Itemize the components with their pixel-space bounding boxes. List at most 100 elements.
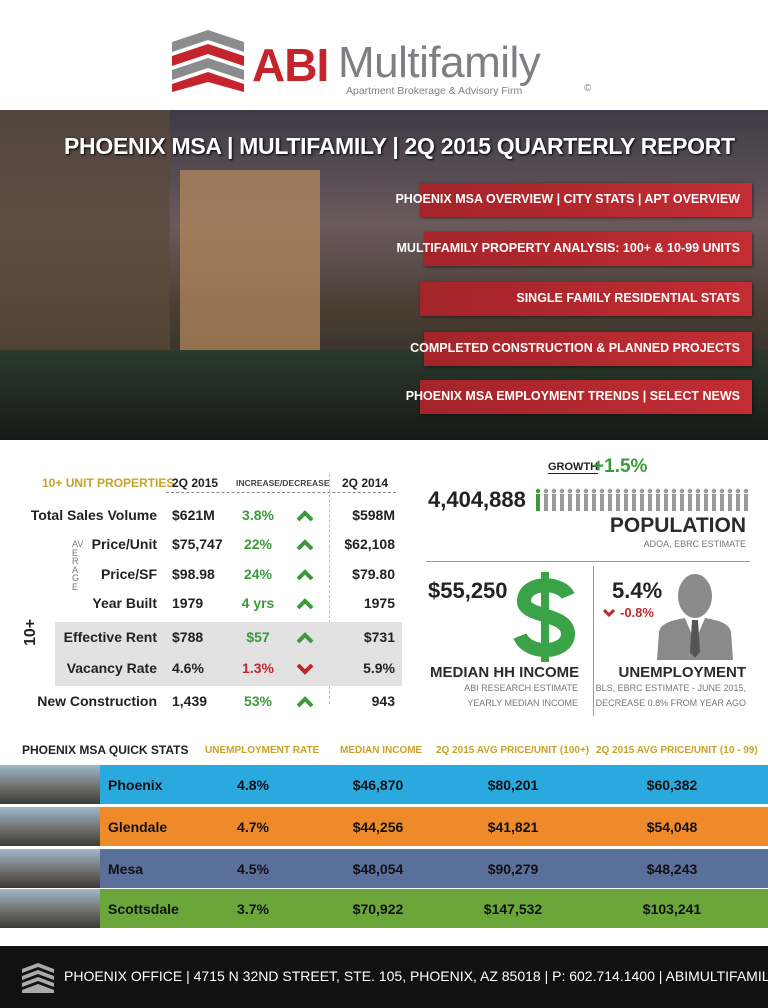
stat-value: $70,922 <box>352 901 404 917</box>
header-rule <box>329 474 330 704</box>
stat-value: $46,870 <box>352 777 404 793</box>
banner <box>424 332 752 366</box>
stat-value: 3.7% <box>237 901 269 917</box>
current-value: $621M <box>172 507 215 523</box>
person <box>575 488 581 511</box>
person <box>535 488 541 511</box>
body <box>536 494 540 511</box>
building <box>180 170 320 360</box>
person <box>607 488 613 511</box>
row-band <box>0 849 768 888</box>
average-label: AVERAGE <box>72 539 84 592</box>
footer-text: PHOENIX OFFICE | 4715 N 32ND STREET, STE… <box>64 968 768 984</box>
body <box>688 494 692 511</box>
banner <box>420 282 752 316</box>
person <box>599 488 605 511</box>
previous-value: $62,108 <box>344 536 395 552</box>
logo-text: ABI <box>252 39 329 91</box>
up-arrow <box>296 510 314 522</box>
body <box>704 494 708 511</box>
body <box>728 494 732 511</box>
person <box>735 488 741 511</box>
growth-label: GROWTH <box>548 461 599 474</box>
stat-value: $44,256 <box>352 819 404 835</box>
chevron <box>296 598 314 610</box>
person <box>727 488 733 511</box>
city-name: Phoenix <box>108 777 163 793</box>
stat-value: $41,821 <box>487 819 539 835</box>
banner-text: COMPLETED CONSTRUCTION & PLANNED PROJECT… <box>410 341 740 355</box>
up-arrow <box>296 539 314 551</box>
shade <box>55 622 402 686</box>
person <box>743 488 749 511</box>
head <box>599 488 605 494</box>
change-value: 22% <box>243 536 273 552</box>
city-name: Glendale <box>108 819 168 835</box>
stat-value: $54,048 <box>646 819 698 835</box>
change-value: $57 <box>246 629 270 645</box>
body <box>640 494 644 511</box>
current-value: $98.98 <box>172 566 215 582</box>
copyright: © <box>584 83 592 94</box>
current-value: $75,747 <box>172 536 223 552</box>
previous-value: $731 <box>363 629 395 645</box>
current-value: $788 <box>172 629 204 645</box>
row-band <box>0 807 768 846</box>
tagline: Apartment Brokerage & Advisory Firm <box>346 85 523 97</box>
body <box>576 494 580 511</box>
stat-value: $48,243 <box>646 861 698 877</box>
person <box>615 488 621 511</box>
head <box>695 488 701 494</box>
head <box>607 488 613 494</box>
column-header: 2Q 2015 AVG PRICE/UNIT (10 - 99) <box>596 745 758 756</box>
previous-value: 1975 <box>363 595 395 611</box>
unemployment-label: UNEMPLOYMENT <box>618 664 747 681</box>
section-title: PHOENIX MSA QUICK STATS <box>22 743 189 757</box>
person-icon <box>657 574 733 660</box>
change-value: 1.3% <box>242 660 274 676</box>
banner-text: MULTIFAMILY PROPERTY ANALYSIS: 100+ & 10… <box>396 241 741 255</box>
body <box>568 494 572 511</box>
person <box>551 488 557 511</box>
chevron <box>296 510 314 522</box>
body <box>672 494 676 511</box>
previous-value: $598M <box>352 507 395 523</box>
column-header: 2Q 2015 AVG PRICE/UNIT (100+) <box>436 745 590 756</box>
head <box>663 488 669 494</box>
income-value: $55,250 <box>428 578 508 603</box>
table-header: 2Q 2015 <box>172 476 219 490</box>
previous-value: $79.80 <box>352 566 395 582</box>
city-photo <box>0 889 100 928</box>
current-value: 1979 <box>172 595 204 611</box>
head <box>583 488 589 494</box>
body <box>648 494 652 511</box>
up-arrow <box>296 569 314 581</box>
head <box>727 488 733 494</box>
person <box>583 488 589 511</box>
row-label: Total Sales Volume <box>30 507 157 523</box>
row-label: Vacancy Rate <box>66 660 157 676</box>
head <box>703 488 709 494</box>
chevron <box>296 569 314 581</box>
hero-title: PHOENIX MSA | MULTIFAMILY | 2Q 2015 QUAR… <box>64 133 735 159</box>
city-photo <box>0 849 100 888</box>
body <box>744 494 748 511</box>
up-arrow <box>296 632 314 644</box>
row-band <box>0 889 768 928</box>
head <box>679 488 685 494</box>
head <box>687 488 693 494</box>
head <box>647 488 653 494</box>
chevron <box>296 663 314 675</box>
divider <box>426 561 750 562</box>
banner-text: PHOENIX MSA OVERVIEW | CITY STATS | APT … <box>395 192 740 206</box>
banner <box>424 232 752 266</box>
up-arrow <box>296 598 314 610</box>
person <box>687 488 693 511</box>
person <box>703 488 709 511</box>
stat-value: $147,532 <box>483 901 543 917</box>
stat-value: $103,241 <box>642 901 702 917</box>
income-label: MEDIAN HH INCOME <box>430 664 580 681</box>
unemployment-source: BLS, EBRC ESTIMATE - JUNE 2015, <box>595 683 746 693</box>
banner <box>420 183 752 217</box>
